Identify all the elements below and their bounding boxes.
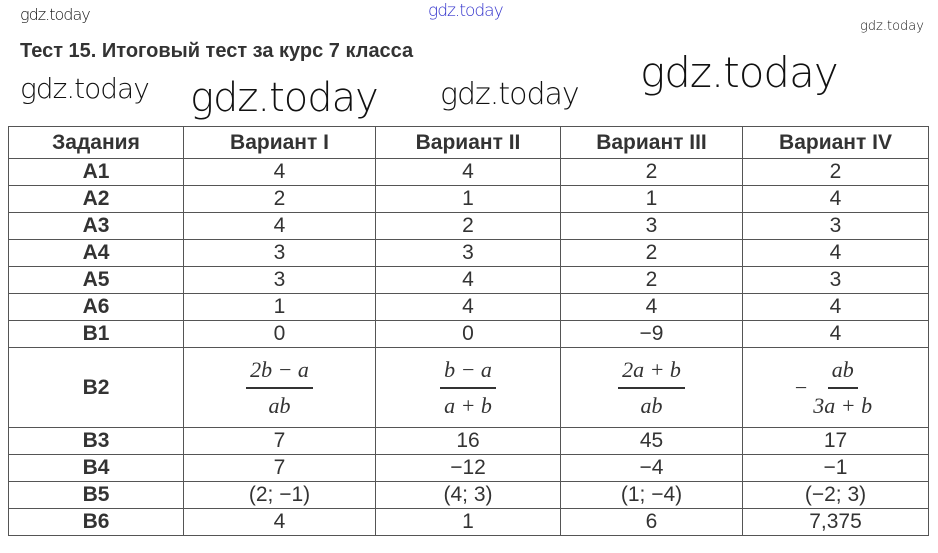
answer-cell: 2a + b ab xyxy=(560,347,743,428)
page-title: Тест 15. Итоговый тест за курс 7 класса xyxy=(20,40,414,62)
task-cell: A4 xyxy=(8,239,184,267)
answer-cell: 2 xyxy=(183,185,376,213)
fraction: 2a + b ab xyxy=(618,357,685,419)
numerator: b − a xyxy=(440,357,496,389)
answer-cell: 4 xyxy=(742,239,929,267)
answer-cell: 4 xyxy=(375,293,561,321)
answer-cell: 17 xyxy=(742,427,929,455)
answer-cell: b − a a + b xyxy=(375,347,561,428)
answer-cell: 3 xyxy=(375,239,561,267)
table-row: B1 0 0 −9 4 xyxy=(8,320,929,348)
task-cell: A1 xyxy=(8,158,184,186)
answer-cell: 6 xyxy=(560,508,743,536)
column-header: Вариант II xyxy=(375,126,561,159)
answer-cell: 2 xyxy=(742,158,929,186)
answers-table: Задания Вариант I Вариант II Вариант III Вар… xyxy=(8,126,929,536)
numerator: 2b − a xyxy=(246,357,313,389)
answer-cell: 3 xyxy=(183,239,376,267)
answer-cell: 4 xyxy=(183,212,376,240)
answer-cell: (2; −1) xyxy=(183,481,376,509)
column-header: Вариант IV xyxy=(742,126,929,159)
table-row: A2 2 1 1 4 xyxy=(8,185,929,213)
task-cell: A5 xyxy=(8,266,184,294)
numerator: 2a + b xyxy=(618,357,685,389)
answer-cell: 4 xyxy=(742,293,929,321)
task-cell: B2 xyxy=(8,347,184,428)
table-row: A5 3 4 2 3 xyxy=(8,266,929,294)
denominator: a + b xyxy=(444,392,492,418)
watermark: gdz.today xyxy=(640,48,839,97)
answer-cell: − ab 3a + b xyxy=(742,347,929,428)
task-cell: B5 xyxy=(8,481,184,509)
task-cell: B6 xyxy=(8,508,184,536)
minus-sign: − xyxy=(794,374,808,400)
answer-cell: 7,375 xyxy=(742,508,929,536)
answer-cell: 1 xyxy=(375,185,561,213)
answer-cell: 2 xyxy=(375,212,561,240)
answer-cell: 0 xyxy=(375,320,561,348)
table-row: B6 4 1 6 7,375 xyxy=(8,508,929,536)
column-header: Задания xyxy=(8,126,184,159)
watermark: gdz.today xyxy=(860,19,924,34)
answer-cell: −12 xyxy=(375,454,561,482)
table-row: B5 (2; −1) (4; 3) (1; −4) (−2; 3) xyxy=(8,481,929,509)
answer-cell: 2 xyxy=(560,158,743,186)
table-row: A4 3 3 2 4 xyxy=(8,239,929,267)
denominator: ab xyxy=(268,392,291,418)
answer-cell: 3 xyxy=(560,212,743,240)
answer-cell: 0 xyxy=(183,320,376,348)
answer-cell: 3 xyxy=(742,266,929,294)
answer-cell: (−2; 3) xyxy=(742,481,929,509)
task-cell: B3 xyxy=(8,427,184,455)
answer-cell: 4 xyxy=(742,185,929,213)
answer-cell: 2 xyxy=(560,239,743,267)
task-cell: A2 xyxy=(8,185,184,213)
answer-cell: 2 xyxy=(560,266,743,294)
answer-cell: −1 xyxy=(742,454,929,482)
denominator: 3a + b xyxy=(813,392,873,418)
answer-cell: 1 xyxy=(375,508,561,536)
answer-cell: 16 xyxy=(375,427,561,455)
task-cell: A6 xyxy=(8,293,184,321)
answer-cell: 4 xyxy=(375,266,561,294)
watermark: gdz.today xyxy=(20,72,150,105)
answer-cell: 3 xyxy=(183,266,376,294)
watermark: gdz.today xyxy=(20,5,91,24)
answer-cell: (1; −4) xyxy=(560,481,743,509)
answer-cell: 7 xyxy=(183,454,376,482)
fraction: 2b − a ab xyxy=(246,357,313,419)
answer-cell: 1 xyxy=(560,185,743,213)
answer-cell: 4 xyxy=(183,158,376,186)
watermark: gdz.today xyxy=(428,1,504,21)
table-row: A3 4 2 3 3 xyxy=(8,212,929,240)
watermark: gdz.today xyxy=(190,75,379,121)
fraction: b − a a + b xyxy=(440,357,496,419)
column-header: Вариант III xyxy=(560,126,743,159)
table-row: B4 7 −12 −4 −1 xyxy=(8,454,929,482)
column-header: Вариант I xyxy=(183,126,376,159)
fraction: ab 3a + b xyxy=(809,357,876,419)
denominator: ab xyxy=(640,392,663,418)
task-cell: B4 xyxy=(8,454,184,482)
answer-cell: 3 xyxy=(742,212,929,240)
table-row: A1 4 4 2 2 xyxy=(8,158,929,186)
answer-cell: 7 xyxy=(183,427,376,455)
answer-cell: 4 xyxy=(375,158,561,186)
task-cell: A3 xyxy=(8,212,184,240)
answer-cell: 4 xyxy=(183,508,376,536)
task-cell: B1 xyxy=(8,320,184,348)
answer-cell: 4 xyxy=(742,320,929,348)
answer-cell: 4 xyxy=(560,293,743,321)
table-row: A6 1 4 4 4 xyxy=(8,293,929,321)
answer-cell: −9 xyxy=(560,320,743,348)
answer-cell: 1 xyxy=(183,293,376,321)
watermark: gdz.today xyxy=(440,77,580,112)
answer-cell: (4; 3) xyxy=(375,481,561,509)
answer-cell: 45 xyxy=(560,427,743,455)
numerator: ab xyxy=(827,357,858,389)
answer-cell: 2b − a ab xyxy=(183,347,376,428)
table-row: B3 7 16 45 17 xyxy=(8,427,929,455)
answer-cell: −4 xyxy=(560,454,743,482)
